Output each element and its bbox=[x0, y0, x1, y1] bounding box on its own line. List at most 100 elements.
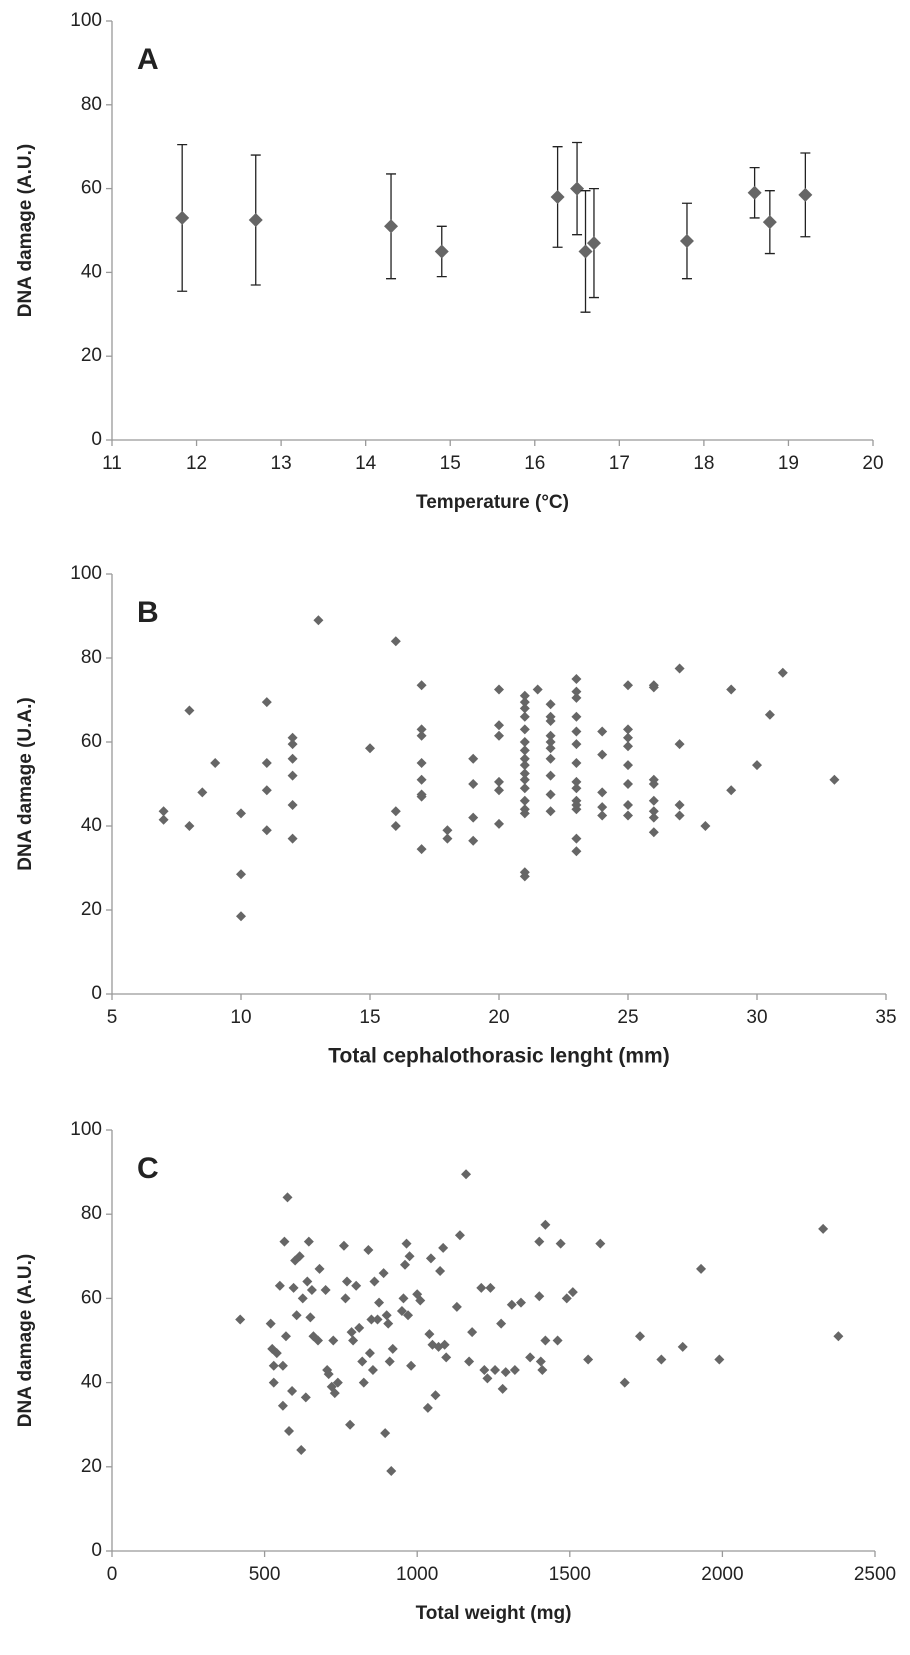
x-axis-title: Total cephalothorasic lenght (mm) bbox=[328, 1045, 669, 1068]
data-point bbox=[519, 774, 530, 785]
y-tick-label: 60 bbox=[81, 178, 102, 199]
data-point bbox=[271, 1348, 282, 1359]
data-point bbox=[540, 1335, 551, 1346]
data-point bbox=[583, 1354, 594, 1365]
y-tick-label: 100 bbox=[70, 10, 102, 31]
data-point bbox=[404, 1251, 415, 1262]
data-point bbox=[338, 1240, 349, 1251]
y-tick-label: 80 bbox=[81, 1203, 102, 1224]
data-point bbox=[158, 814, 169, 825]
data-point bbox=[571, 833, 582, 844]
data-point bbox=[287, 833, 298, 844]
data-point bbox=[648, 779, 659, 789]
data-point bbox=[571, 711, 582, 722]
y-tick-label: 40 bbox=[81, 1372, 102, 1393]
data-point bbox=[674, 800, 685, 810]
x-tick-label: 1000 bbox=[396, 1564, 438, 1585]
data-point bbox=[494, 684, 504, 695]
x-tick-label: 0 bbox=[107, 1564, 118, 1585]
data-point bbox=[519, 753, 530, 764]
data-point bbox=[623, 779, 633, 789]
data-point bbox=[777, 667, 788, 678]
data-point bbox=[236, 808, 246, 819]
y-tick-label: 20 bbox=[81, 899, 102, 920]
data-point bbox=[696, 1263, 707, 1274]
data-point bbox=[762, 215, 777, 230]
data-point bbox=[490, 1364, 501, 1375]
data-point bbox=[364, 1348, 375, 1359]
data-point bbox=[571, 674, 582, 684]
data-point bbox=[679, 233, 694, 248]
data-point bbox=[532, 684, 543, 695]
data-point bbox=[545, 806, 556, 817]
data-point bbox=[674, 739, 685, 750]
data-point bbox=[545, 743, 556, 754]
data-point bbox=[677, 1341, 688, 1352]
data-point bbox=[623, 724, 633, 735]
y-tick-label: 80 bbox=[81, 647, 102, 668]
x-tick-label: 10 bbox=[230, 1007, 251, 1028]
data-point bbox=[726, 684, 737, 695]
data-point bbox=[648, 682, 659, 693]
x-tick-label: 12 bbox=[186, 453, 207, 474]
data-point bbox=[571, 739, 582, 750]
data-point bbox=[494, 785, 504, 796]
x-tick-label: 15 bbox=[359, 1007, 380, 1028]
data-point bbox=[287, 739, 298, 750]
data-point bbox=[597, 810, 608, 821]
data-point bbox=[623, 810, 633, 821]
data-point bbox=[184, 821, 195, 831]
data-point bbox=[818, 1223, 829, 1234]
data-point bbox=[571, 783, 582, 794]
data-point bbox=[328, 1335, 339, 1346]
data-point bbox=[571, 686, 582, 697]
x-tick-label: 17 bbox=[609, 453, 630, 474]
data-point bbox=[287, 770, 298, 781]
data-point bbox=[210, 758, 221, 768]
x-axis-title: Temperature (°C) bbox=[416, 492, 569, 513]
data-point bbox=[519, 697, 530, 708]
data-point bbox=[442, 833, 453, 844]
x-tick-label: 30 bbox=[746, 1007, 767, 1028]
data-point bbox=[545, 699, 556, 710]
data-point bbox=[268, 1377, 279, 1388]
data-point bbox=[519, 783, 530, 794]
data-point bbox=[586, 236, 601, 251]
data-point bbox=[374, 1297, 385, 1308]
data-point bbox=[366, 1314, 377, 1325]
data-point bbox=[197, 787, 208, 798]
x-tick-label: 14 bbox=[355, 453, 377, 474]
x-tick-label: 20 bbox=[862, 453, 883, 474]
data-point bbox=[571, 776, 582, 787]
data-point bbox=[313, 1335, 324, 1346]
data-point bbox=[261, 758, 272, 768]
data-point bbox=[500, 1367, 511, 1378]
y-tick-label: 20 bbox=[81, 345, 102, 366]
data-point bbox=[340, 1293, 351, 1304]
data-point bbox=[387, 1343, 398, 1354]
data-point bbox=[277, 1400, 288, 1411]
data-point bbox=[567, 1287, 578, 1298]
data-point bbox=[294, 1251, 305, 1262]
data-point bbox=[434, 244, 449, 259]
data-point bbox=[282, 1192, 293, 1203]
data-point bbox=[571, 692, 582, 703]
data-point bbox=[571, 846, 582, 857]
x-tick-label: 19 bbox=[778, 453, 799, 474]
y-axis-title: DNA damage (U.A.) bbox=[15, 697, 36, 870]
data-point bbox=[291, 1310, 302, 1321]
data-point bbox=[545, 730, 556, 741]
data-point bbox=[287, 732, 298, 743]
data-point bbox=[561, 1293, 572, 1304]
data-point bbox=[461, 1169, 472, 1180]
data-point bbox=[482, 1373, 493, 1384]
data-point bbox=[302, 1276, 313, 1287]
data-point bbox=[545, 770, 556, 781]
data-point bbox=[519, 808, 530, 819]
data-point bbox=[439, 1339, 450, 1350]
data-point bbox=[314, 1263, 325, 1274]
data-point bbox=[416, 791, 427, 802]
data-point bbox=[383, 1318, 394, 1329]
data-point bbox=[438, 1242, 449, 1253]
